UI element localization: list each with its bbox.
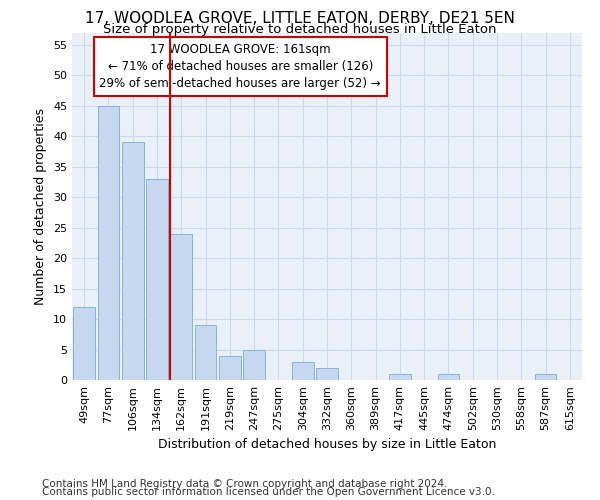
- Bar: [243, 350, 265, 380]
- Bar: [170, 234, 192, 380]
- Bar: [389, 374, 411, 380]
- Text: Size of property relative to detached houses in Little Eaton: Size of property relative to detached ho…: [103, 22, 497, 36]
- X-axis label: Distribution of detached houses by size in Little Eaton: Distribution of detached houses by size …: [158, 438, 496, 452]
- Text: Contains HM Land Registry data © Crown copyright and database right 2024.: Contains HM Land Registry data © Crown c…: [42, 479, 448, 489]
- Bar: [535, 374, 556, 380]
- Bar: [194, 325, 217, 380]
- Bar: [146, 179, 168, 380]
- Bar: [437, 374, 460, 380]
- Bar: [122, 142, 143, 380]
- Bar: [97, 106, 119, 380]
- Bar: [219, 356, 241, 380]
- Bar: [292, 362, 314, 380]
- Text: 17 WOODLEA GROVE: 161sqm
← 71% of detached houses are smaller (126)
29% of semi-: 17 WOODLEA GROVE: 161sqm ← 71% of detach…: [100, 43, 381, 90]
- Text: Contains public sector information licensed under the Open Government Licence v3: Contains public sector information licen…: [42, 487, 495, 497]
- Text: 17, WOODLEA GROVE, LITTLE EATON, DERBY, DE21 5EN: 17, WOODLEA GROVE, LITTLE EATON, DERBY, …: [85, 11, 515, 26]
- Y-axis label: Number of detached properties: Number of detached properties: [34, 108, 47, 304]
- Bar: [316, 368, 338, 380]
- Bar: [73, 307, 95, 380]
